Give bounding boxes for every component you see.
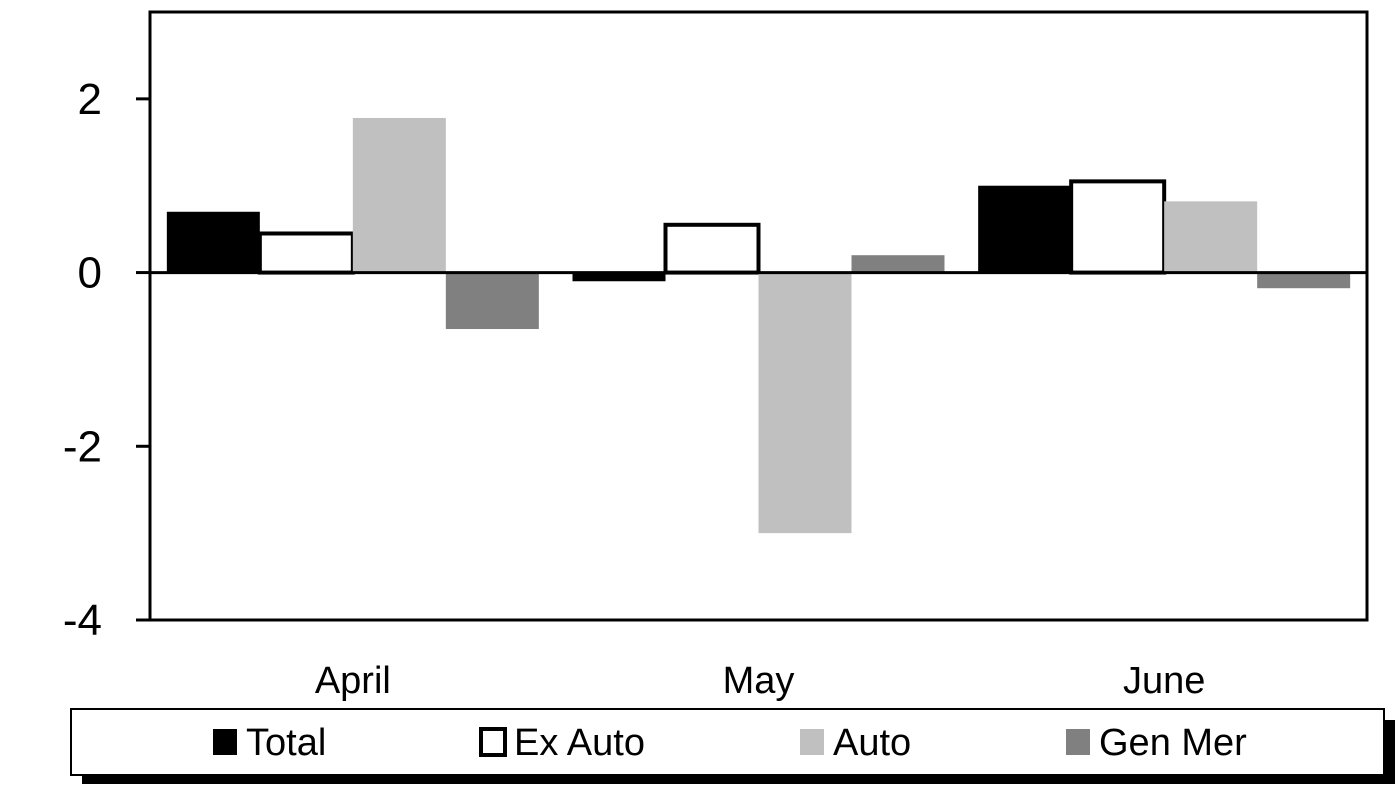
bar-ex-auto-june [1069,179,1167,275]
category-label: June [1123,660,1205,702]
bar-gen-mer-may [851,255,945,273]
bars-layer [166,117,1351,534]
legend-swatch [800,729,824,755]
legend-entry-label: Auto [833,722,911,764]
legend-box [70,708,1385,776]
bar-gen-mer-april [445,272,539,330]
bar-auto-may [758,272,852,534]
y-tick-label: 2 [78,75,102,124]
legend-swatch [1066,729,1090,755]
bar-total-june [978,185,1072,273]
bar-auto-june [1164,201,1258,273]
y-tick-label: -4 [63,596,102,645]
legend-entry-label: Gen Mer [1099,722,1247,764]
y-tick-label: -2 [63,422,102,471]
bar-total-may [572,272,666,282]
legend-swatch [213,729,237,755]
plot-area-frame [148,10,1369,622]
category-label: May [723,660,795,702]
x-axis-categories: April May June [315,660,1206,702]
bar-gen-mer-june [1257,272,1351,289]
y-tick-label: 0 [78,249,102,298]
legend-entry-label: Ex Auto [514,722,645,764]
bar-ex-auto-may [663,222,761,275]
y-axis: 2 0 -2 -4 [63,75,150,645]
bar-auto-april [352,117,446,273]
bar-total-april [166,211,260,273]
legend-entry-label: Total [246,722,326,764]
category-label: April [315,660,391,702]
bar-ex-auto-april [257,231,355,275]
legend-swatch [479,727,507,757]
legend: Total Ex Auto Auto Gen Mer [70,708,1395,784]
